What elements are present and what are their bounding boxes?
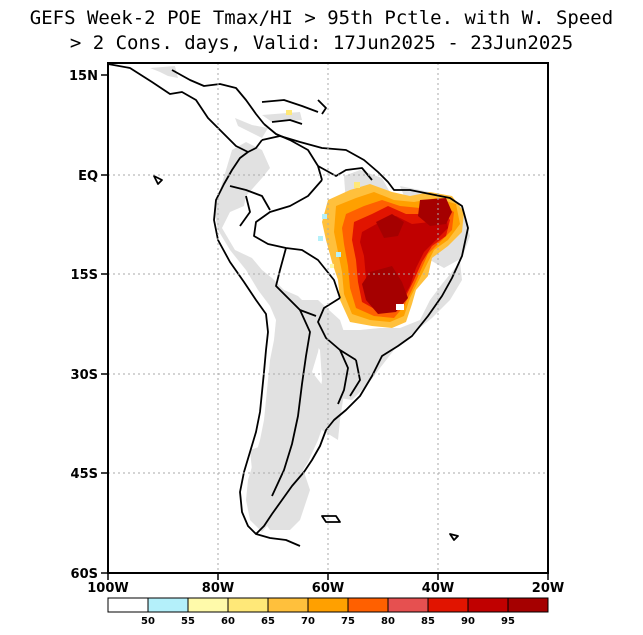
colorbar-box: [307, 597, 349, 613]
colorbar-box: [387, 597, 429, 613]
latitude-labels: 15N EQ 15S 30S 45S 60S: [69, 69, 98, 582]
colorbar-label: 65: [261, 616, 275, 627]
colorbar-label: 55: [181, 616, 195, 627]
colorbar-label: 50: [141, 616, 155, 627]
colorbar-box: [107, 597, 149, 613]
lat-label-eq: EQ: [78, 169, 98, 184]
lat-label-60s: 60S: [71, 567, 98, 582]
colorbar-box: [147, 597, 189, 613]
coastline-layer: [107, 63, 469, 547]
lat-label-45s: 45S: [71, 467, 98, 482]
lat-label-30s: 30S: [71, 368, 98, 383]
lon-label-80w: 80W: [202, 581, 234, 596]
colorbar-box: [507, 597, 549, 613]
colorbar-box: [267, 597, 309, 613]
colorbar-labels: 50 55 60 65 70 75 80 85 90 95: [141, 616, 515, 627]
lon-label-20w: 20W: [532, 581, 564, 596]
colorbar-label: 60: [221, 616, 235, 627]
colorbar-box: [187, 597, 229, 613]
colorbar-box: [347, 597, 389, 613]
colorbar-box: [227, 597, 269, 613]
axis-ticks: [101, 74, 549, 580]
lat-label-15s: 15S: [71, 268, 98, 283]
graticule: [108, 63, 548, 573]
map-title-line-1: GEFS Week-2 POE Tmax/HI > 95th Pctle. wi…: [29, 7, 614, 29]
longitude-labels: 100W 80W 60W 40W 20W: [87, 581, 564, 596]
lon-label-60w: 60W: [312, 581, 344, 596]
colorbar-label: 95: [501, 616, 515, 627]
lon-label-100w: 100W: [87, 581, 128, 596]
lon-label-40w: 40W: [422, 581, 454, 596]
probability-shading-layer: [286, 110, 464, 328]
colorbar-label: 75: [341, 616, 355, 627]
lat-label-15n: 15N: [69, 69, 98, 84]
map-title-line-2: > 2 Cons. days, Valid: 17Jun2025 - 23Jun…: [69, 32, 574, 54]
colorbar-label: 90: [461, 616, 475, 627]
colorbar: [107, 597, 549, 613]
colorbar-box: [427, 597, 469, 613]
colorbar-label: 80: [381, 616, 395, 627]
colorbar-label: 85: [421, 616, 435, 627]
colorbar-box: [467, 597, 509, 613]
colorbar-label: 70: [301, 616, 315, 627]
